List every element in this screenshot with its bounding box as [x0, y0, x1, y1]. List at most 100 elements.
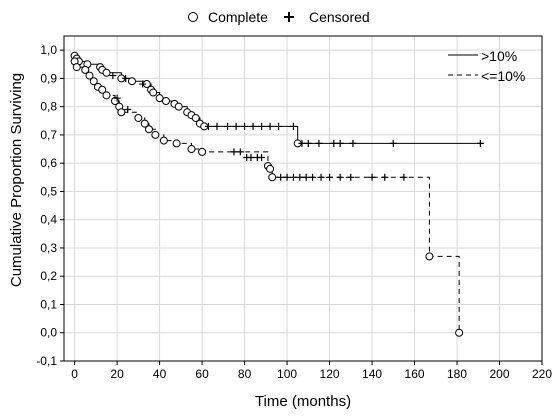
dashed-series-legend-label: <=10%: [481, 68, 525, 84]
x-tick-label: 60: [195, 367, 209, 381]
censored-marker-le10: [309, 173, 317, 181]
x-tick-label: 140: [362, 367, 382, 381]
censored-marker-gt10: [109, 72, 117, 80]
plot-background: [64, 36, 542, 361]
complete-marker-le10: [172, 139, 181, 148]
x-tick-label: 100: [277, 367, 297, 381]
series-markers: [70, 51, 484, 337]
censored-marker-gt10: [249, 122, 257, 130]
complete-marker-le10: [151, 130, 160, 139]
censored-marker-le10: [247, 154, 255, 162]
y-tick-label: 0,8: [40, 100, 57, 114]
censored-marker-le10: [258, 154, 266, 162]
censored-marker-le10: [289, 173, 297, 181]
complete-marker-gt10: [161, 97, 170, 105]
x-tick-label: 120: [320, 367, 340, 381]
censored-marker-le10: [113, 94, 121, 102]
x-axis-title: Time (months): [255, 393, 351, 410]
censored-marker-gt10: [122, 74, 130, 82]
complete-marker-le10: [159, 136, 168, 145]
solid-series-legend-label: >10%: [481, 48, 517, 64]
censored-marker-gt10: [304, 139, 312, 147]
complete-marker-le10: [81, 65, 90, 74]
complete-marker-le10: [187, 145, 196, 154]
complete-legend-label: Complete: [208, 9, 268, 25]
y-tick-label: 1,0: [40, 43, 57, 57]
x-axis-ticks: 0 20 40 60 80 100 120 140 160 180 200 220: [71, 361, 552, 381]
censored-legend-label: Censored: [309, 9, 370, 25]
complete-marker-le10: [85, 71, 94, 80]
y-tick-label: 0,6: [40, 156, 57, 170]
censored-marker-le10: [124, 105, 132, 113]
x-tick-label: 80: [238, 367, 252, 381]
censored-marker-gt10: [266, 122, 274, 130]
complete-marker-le10: [455, 328, 464, 337]
censored-marker-le10: [283, 173, 291, 181]
complete-marker-le10: [72, 63, 81, 72]
y-axis-ticks: -0,1 0,0 0,1 0,2 0,3 0,4 0,5 0,6 0,7 0,8 0,9 1,0: [36, 43, 64, 368]
censored-marker-gt10: [389, 139, 397, 147]
series-legend: >10% <=10%: [448, 48, 525, 84]
x-tick-label: 40: [153, 367, 167, 381]
complete-marker-le10: [268, 173, 277, 182]
censored-marker-gt10: [275, 122, 283, 130]
complete-marker-gt10: [174, 102, 183, 111]
complete-marker-le10: [140, 119, 149, 128]
censored-marker-le10: [277, 173, 285, 181]
y-tick-label: 0,7: [40, 128, 57, 142]
complete-marker-le10: [102, 91, 111, 100]
censored-marker-le10: [368, 173, 376, 181]
x-tick-label: 0: [71, 367, 78, 381]
complete-marker-le10: [117, 108, 126, 117]
y-tick-label: 0,4: [40, 213, 57, 227]
x-tick-label: 160: [405, 367, 425, 381]
y-tick-label: 0,1: [40, 297, 57, 311]
censored-marker-gt10: [336, 139, 344, 147]
censored-marker-gt10: [139, 80, 147, 88]
censored-legend-icon: [284, 12, 294, 22]
x-tick-label: 220: [532, 367, 552, 381]
censored-marker-gt10: [213, 122, 221, 130]
complete-marker-gt10: [102, 68, 111, 77]
y-tick-label: 0,0: [40, 326, 57, 340]
y-tick-label: 0,3: [40, 241, 57, 255]
y-tick-label: 0,5: [40, 184, 57, 198]
complete-marker-gt10: [155, 94, 164, 103]
complete-marker-le10: [198, 147, 207, 156]
censored-marker-gt10: [224, 122, 232, 130]
censored-marker-gt10: [298, 139, 306, 147]
y-axis-title: Cumulative Proportion Surviving: [8, 73, 25, 287]
complete-marker-le10: [89, 77, 98, 86]
censored-marker-le10: [236, 148, 244, 156]
censored-marker-gt10: [330, 139, 338, 147]
complete-marker-le10: [425, 252, 434, 261]
x-tick-label: 20: [110, 367, 124, 381]
censored-marker-le10: [381, 173, 389, 181]
complete-legend-icon: [188, 12, 198, 22]
y-tick-label: 0,9: [40, 71, 57, 85]
censored-marker-le10: [326, 173, 334, 181]
marker-legend: Complete Censored: [188, 9, 370, 25]
censored-marker-gt10: [258, 122, 266, 130]
x-tick-label: 180: [447, 367, 467, 381]
censored-marker-le10: [347, 173, 355, 181]
censored-marker-le10: [296, 173, 304, 181]
censored-marker-le10: [230, 148, 238, 156]
plot-frame: [63, 35, 543, 362]
censored-marker-gt10: [289, 122, 297, 130]
censored-marker-le10: [317, 173, 325, 181]
censored-marker-gt10: [349, 139, 357, 147]
y-tick-label: 0,2: [40, 269, 57, 283]
y-tick-label: -0,1: [36, 354, 57, 368]
complete-marker-gt10: [149, 88, 158, 97]
censored-marker-gt10: [232, 122, 240, 130]
censored-marker-le10: [400, 173, 408, 181]
complete-marker-le10: [266, 164, 275, 173]
complete-marker-gt10: [191, 113, 200, 122]
complete-marker-le10: [144, 125, 153, 134]
censored-marker-gt10: [241, 122, 249, 130]
complete-marker-le10: [98, 85, 107, 94]
censored-marker-le10: [336, 173, 344, 181]
